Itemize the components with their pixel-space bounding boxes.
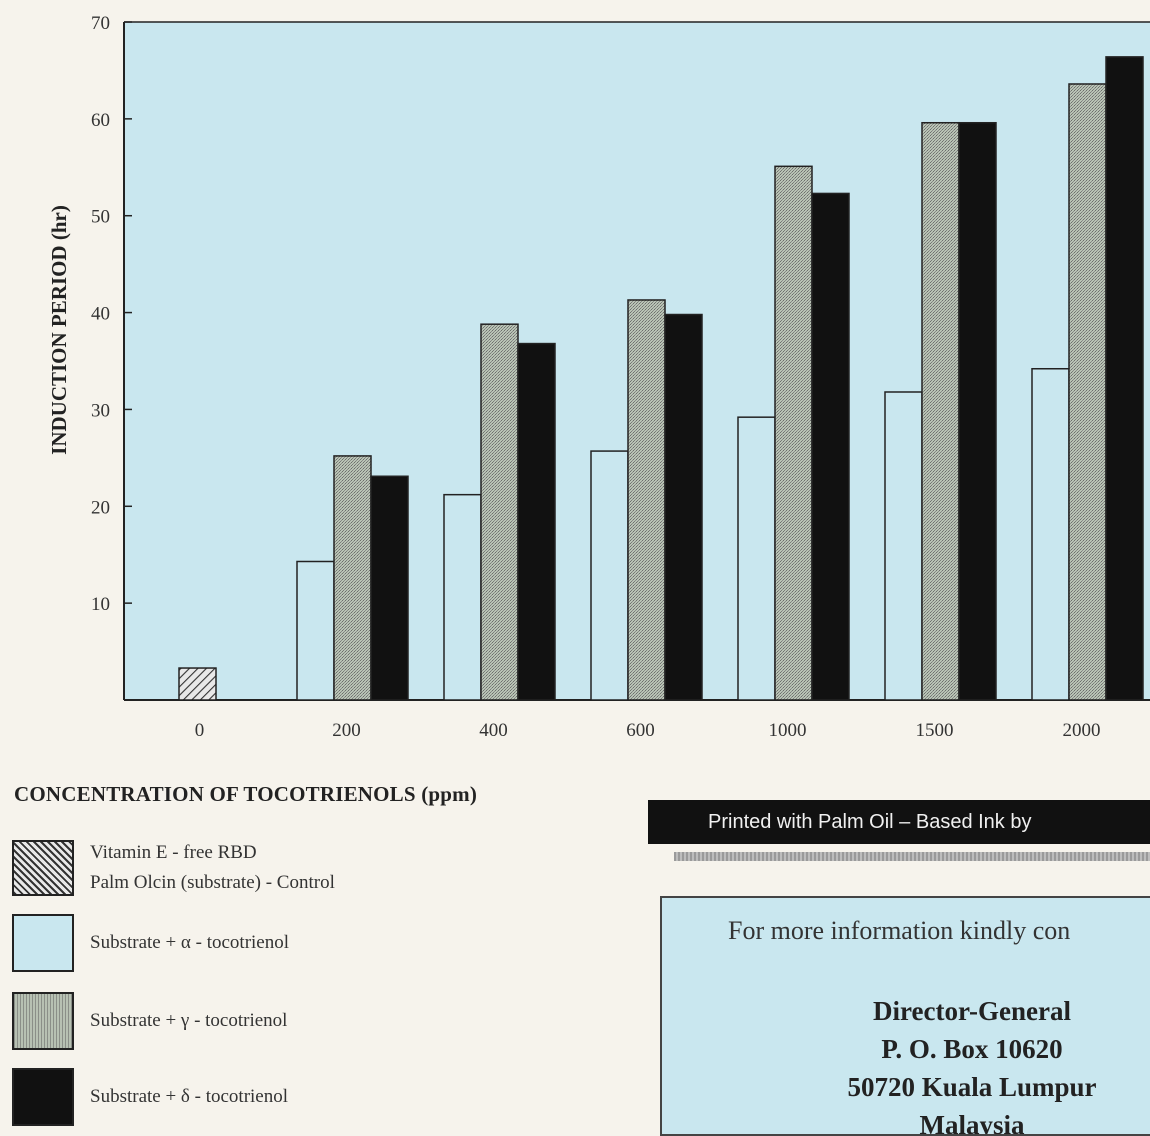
banner-shadow xyxy=(674,852,1150,861)
bar-black-600 xyxy=(664,313,703,701)
address-line-4: Malaysia xyxy=(919,1110,1025,1136)
palm-oil-ink-banner: Printed with Palm Oil – Based Ink by xyxy=(648,800,1150,844)
y-tick-label: 30 xyxy=(91,400,110,421)
bar-white-200 xyxy=(296,560,335,701)
bar-stipple-200 xyxy=(333,455,372,701)
legend-label-delta: Substrate + δ - tocotrienol xyxy=(90,1086,289,1107)
y-tick-label: 40 xyxy=(91,304,110,325)
y-tick-label: 50 xyxy=(91,207,110,228)
x-tick-label: 0 xyxy=(195,720,205,741)
bar-white-1500 xyxy=(884,391,923,701)
y-tick-label: 10 xyxy=(91,594,110,615)
legend-swatch-stipple xyxy=(12,992,74,1050)
legend-label-control-1: Vitamin E - free RBD xyxy=(90,842,257,863)
address-line-1: Director-General xyxy=(873,996,1071,1026)
y-tick-label: 70 xyxy=(91,13,110,34)
contact-info-box: For more information kindly con Director… xyxy=(660,896,1150,1136)
legend-swatch-black xyxy=(12,1068,74,1126)
legend-item-control: Vitamin E - free RBD Palm Olcin (substra… xyxy=(12,838,335,898)
bar-white-1000 xyxy=(737,416,776,701)
bar-black-400 xyxy=(517,342,556,701)
legend-item-gamma: Substrate + γ - tocotrienol xyxy=(12,992,287,1050)
contact-intro: For more information kindly con xyxy=(728,916,1071,945)
legend-label-gamma: Substrate + γ - tocotrienol xyxy=(90,1010,288,1031)
legend-label-control-2: Palm Olcin (substrate) - Control xyxy=(90,872,335,893)
legend-label-alpha: Substrate + α - tocotrienol xyxy=(90,932,290,953)
y-tick-label: 60 xyxy=(91,110,110,131)
legend-swatch-white xyxy=(12,914,74,972)
bar-hatch-0 xyxy=(178,667,217,701)
bar-black-1500 xyxy=(958,121,997,701)
bar-stipple-1500 xyxy=(921,121,960,701)
legend-swatch-hatch xyxy=(12,840,74,896)
legend-item-delta: Substrate + δ - tocotrienol xyxy=(12,1068,288,1126)
bar-white-400 xyxy=(443,493,482,701)
bar-stipple-400 xyxy=(480,323,519,701)
induction-period-chart: 10 20 30 40 50 60 70 0 200 400 600 1000 1500 2000 IN… xyxy=(47,13,1150,741)
bar-white-2000 xyxy=(1031,367,1070,701)
bar-stipple-2000 xyxy=(1068,83,1107,701)
bar-stipple-1000 xyxy=(774,165,813,701)
bar-black-2000 xyxy=(1105,56,1144,701)
y-axis-label: INDUCTION PERIOD (hr) xyxy=(47,205,71,455)
bar-black-1000 xyxy=(811,192,850,701)
x-tick-label: 600 xyxy=(626,720,655,741)
address-line-3: 50720 Kuala Lumpur xyxy=(847,1072,1097,1102)
address-line-2: P. O. Box 10620 xyxy=(881,1034,1063,1064)
bar-black-200 xyxy=(370,475,409,701)
x-axis-title: CONCENTRATION OF TOCOTRIENOLS (ppm) xyxy=(14,782,478,806)
bar-white-600 xyxy=(590,450,629,701)
x-tick-label: 400 xyxy=(479,720,508,741)
legend-item-alpha: Substrate + α - tocotrienol xyxy=(12,914,289,972)
x-tick-label: 1500 xyxy=(916,720,954,741)
x-tick-label: 1000 xyxy=(769,720,807,741)
y-tick-label: 20 xyxy=(91,497,110,518)
bar-stipple-600 xyxy=(627,299,666,701)
x-tick-label: 2000 xyxy=(1063,720,1101,741)
x-tick-label: 200 xyxy=(332,720,361,741)
